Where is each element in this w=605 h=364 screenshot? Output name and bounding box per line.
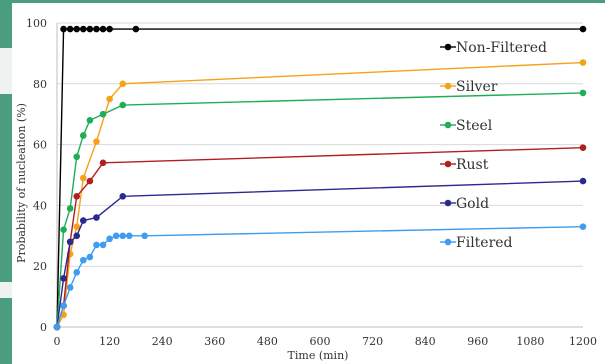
- axis-layer: 0 20 40 60 80 100 0 120 240 360 480 600 720 840 960 108…: [26, 17, 597, 348]
- data-point: [126, 232, 133, 240]
- data-point: [73, 232, 81, 240]
- data-point: [80, 256, 87, 264]
- legend-label: Steel: [456, 118, 493, 134]
- data-point: [66, 284, 74, 291]
- data-point: [73, 153, 81, 161]
- y-tick-label: 20: [33, 260, 47, 273]
- data-point: [93, 241, 100, 249]
- data-point: [80, 174, 87, 182]
- data-point: [86, 177, 94, 185]
- data-point: [132, 25, 140, 33]
- x-tick-label: 960: [467, 335, 488, 348]
- data-point: [80, 25, 87, 33]
- data-point: [93, 25, 100, 33]
- data-point: [86, 25, 94, 33]
- data-point: [86, 116, 94, 124]
- data-point: [579, 223, 587, 230]
- x-tick-label: 480: [257, 335, 278, 348]
- data-point: [99, 241, 107, 249]
- x-tick-label: 720: [362, 335, 383, 348]
- legend-marker: [444, 82, 452, 90]
- data-point: [579, 59, 587, 66]
- x-tick-label: 1200: [569, 335, 597, 348]
- x-tick-label: 0: [54, 335, 61, 348]
- data-point: [119, 192, 127, 200]
- data-point: [119, 80, 127, 88]
- data-point: [60, 226, 67, 234]
- y-tick-label: 100: [26, 17, 47, 30]
- y-tick-label: 40: [33, 199, 47, 212]
- data-point: [60, 302, 67, 310]
- data-point: [66, 25, 74, 33]
- y-tick-label: 0: [40, 321, 47, 334]
- data-point: [141, 232, 148, 240]
- data-point: [106, 25, 113, 33]
- series-layer: [53, 25, 587, 331]
- data-point: [579, 144, 587, 151]
- x-tick-label: 120: [99, 335, 120, 348]
- legend-label: Non-Filtered: [456, 40, 547, 56]
- data-point: [66, 238, 74, 246]
- data-point: [106, 95, 113, 103]
- legend-marker: [444, 43, 452, 51]
- x-tick-label: 600: [310, 335, 331, 348]
- data-point: [112, 232, 120, 240]
- legend-label: Gold: [456, 196, 489, 212]
- legend-marker: [444, 238, 452, 246]
- y-axis-label: Probability of nucleation (%): [15, 103, 28, 263]
- data-point: [80, 217, 87, 224]
- data-point: [73, 223, 81, 230]
- x-tick-label: 360: [204, 335, 225, 348]
- data-point: [73, 25, 81, 33]
- data-point: [579, 25, 587, 33]
- data-point: [66, 205, 74, 212]
- x-axis-label: Time (min): [288, 349, 349, 362]
- data-point: [73, 192, 81, 200]
- data-point: [86, 253, 94, 261]
- data-point: [60, 25, 67, 33]
- data-point: [73, 268, 81, 276]
- data-point: [579, 89, 587, 97]
- legend-label: Rust: [456, 157, 489, 173]
- data-point: [119, 232, 127, 240]
- data-point: [119, 101, 127, 109]
- data-point: [60, 275, 67, 282]
- data-point: [93, 214, 100, 221]
- y-tick-label: 60: [33, 139, 47, 152]
- data-point: [93, 138, 100, 145]
- data-point: [99, 110, 107, 118]
- legend-marker: [444, 121, 452, 129]
- data-point: [579, 177, 587, 185]
- legend-label: Filtered: [456, 235, 513, 251]
- x-tick-label: 1080: [516, 335, 544, 348]
- legend-marker: [444, 199, 452, 207]
- data-point: [99, 159, 107, 167]
- data-point: [80, 132, 87, 139]
- y-tick-label: 80: [33, 78, 47, 91]
- x-tick-label: 240: [152, 335, 173, 348]
- data-point: [53, 323, 61, 331]
- legend-marker: [444, 160, 452, 168]
- legend-label: Silver: [456, 79, 498, 95]
- legend-layer: Non-Filtered Silver Steel Rust Gold Filtered: [440, 40, 547, 251]
- data-point: [99, 25, 107, 33]
- data-point: [106, 235, 113, 243]
- x-tick-label: 840: [415, 335, 436, 348]
- series-line: [56, 180, 584, 328]
